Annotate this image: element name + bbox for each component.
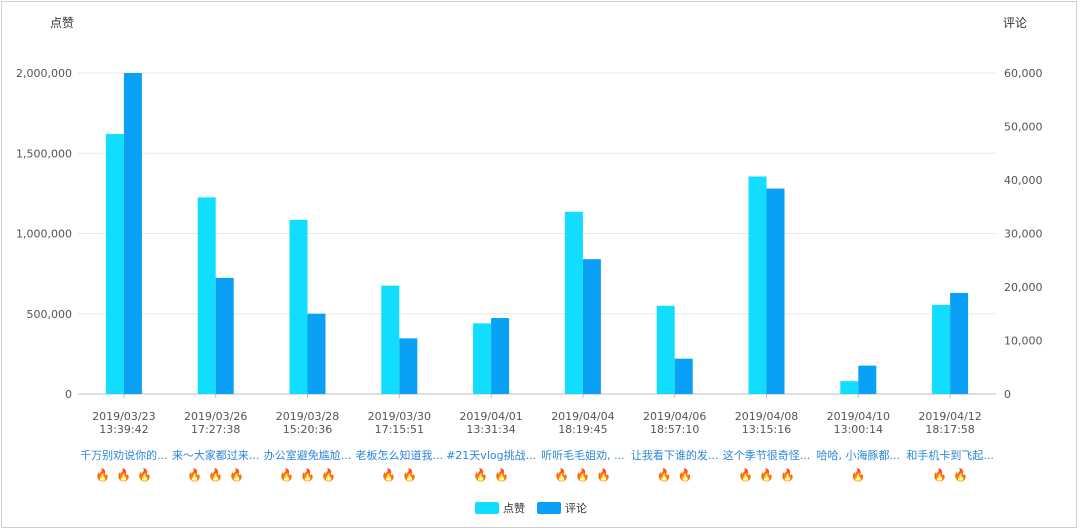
- flame-icon: 🔥: [780, 468, 795, 482]
- flame-icon: 🔥: [95, 468, 110, 482]
- x-tick-date: 2019/04/01: [459, 410, 522, 423]
- flame-icon: 🔥: [116, 468, 131, 482]
- y-right-tick-label: 50,000: [1004, 121, 1043, 134]
- video-title-link[interactable]: 和手机卡到飞起...: [906, 448, 994, 462]
- x-tick-time: 13:15:16: [742, 423, 791, 436]
- video-title-link[interactable]: 哈哈, 小海豚都...: [817, 448, 900, 462]
- x-tick-time: 13:00:14: [834, 423, 883, 436]
- flame-icon: 🔥: [738, 468, 753, 482]
- bar-comments[interactable]: [307, 313, 326, 394]
- x-tick-date: 2019/03/28: [276, 410, 339, 423]
- x-tick-date: 2019/04/06: [643, 410, 706, 423]
- flame-icon: 🔥: [596, 468, 611, 482]
- y-left-tick-label: 1,000,000: [16, 228, 72, 241]
- flame-icon: 🔥: [678, 468, 693, 482]
- y-axis-right-title: 评论: [1003, 16, 1027, 30]
- legend-swatch-comments[interactable]: [537, 502, 561, 514]
- y-left-tick-label: 1,500,000: [16, 147, 72, 160]
- y-left-tick-label: 2,000,000: [16, 67, 72, 80]
- flame-icon: 🔥: [759, 468, 774, 482]
- y-right-tick-label: 10,000: [1004, 335, 1043, 348]
- x-tick-time: 13:31:34: [466, 423, 515, 436]
- flame-icon: 🔥: [554, 468, 569, 482]
- video-title-link[interactable]: 听听毛毛姐劝, ...: [541, 448, 624, 462]
- flame-icon: 🔥: [321, 468, 336, 482]
- flame-icon: 🔥: [381, 468, 396, 482]
- video-title-link[interactable]: #21天vlog挑战...: [446, 448, 536, 462]
- x-tick-time: 17:27:38: [191, 423, 240, 436]
- bar-likes[interactable]: [381, 285, 400, 394]
- y-left-tick-label: 500,000: [27, 308, 73, 321]
- flame-icon: 🔥: [473, 468, 488, 482]
- x-tick-date: 2019/03/23: [92, 410, 155, 423]
- legend-label-likes: 点赞: [503, 502, 525, 515]
- legend-swatch-likes[interactable]: [475, 502, 499, 514]
- flame-icon: 🔥: [137, 468, 152, 482]
- x-tick-date: 2019/03/30: [368, 410, 431, 423]
- video-title-link[interactable]: 千万别劝说你的...: [80, 448, 168, 462]
- y-left-tick-label: 0: [65, 388, 72, 401]
- x-tick-date: 2019/04/10: [827, 410, 890, 423]
- bar-comments[interactable]: [491, 318, 510, 394]
- x-tick-date: 2019/04/12: [918, 410, 981, 423]
- bar-likes[interactable]: [289, 219, 308, 394]
- video-title-link[interactable]: 来～大家都过来...: [172, 448, 260, 462]
- video-title-link[interactable]: 老板怎么知道我...: [356, 448, 444, 462]
- bar-comments[interactable]: [858, 365, 877, 394]
- bar-likes[interactable]: [656, 305, 675, 394]
- flame-icon: 🔥: [208, 468, 223, 482]
- bar-comments[interactable]: [399, 338, 418, 394]
- flame-icon: 🔥: [494, 468, 509, 482]
- flame-icon: 🔥: [279, 468, 294, 482]
- x-tick-time: 17:15:51: [375, 423, 424, 436]
- flame-icon: 🔥: [575, 468, 590, 482]
- x-tick-date: 2019/04/08: [735, 410, 798, 423]
- legend-label-comments: 评论: [565, 501, 587, 515]
- bar-likes[interactable]: [840, 381, 859, 394]
- x-tick-time: 15:20:36: [283, 423, 332, 436]
- bar-likes[interactable]: [564, 211, 583, 394]
- y-right-tick-label: 20,000: [1004, 281, 1043, 294]
- bar-comments[interactable]: [950, 292, 969, 394]
- flame-icon: 🔥: [851, 468, 866, 482]
- bar-comments[interactable]: [123, 73, 142, 394]
- x-tick-time: 13:39:42: [99, 423, 148, 436]
- bar-comments[interactable]: [766, 188, 785, 394]
- video-title-link[interactable]: 办公室避免尴尬...: [264, 448, 352, 462]
- bar-likes[interactable]: [473, 323, 492, 394]
- bar-comments[interactable]: [674, 358, 693, 394]
- flame-icon: 🔥: [187, 468, 202, 482]
- bar-likes[interactable]: [932, 304, 951, 394]
- x-tick-date: 2019/04/04: [551, 410, 614, 423]
- video-title-link[interactable]: 这个季节很奇怪...: [723, 448, 811, 462]
- bar-likes[interactable]: [197, 197, 216, 394]
- y-right-tick-label: 60,000: [1004, 67, 1043, 80]
- bar-likes[interactable]: [748, 176, 767, 394]
- y-right-tick-label: 30,000: [1004, 228, 1043, 241]
- flame-icon: 🔥: [402, 468, 417, 482]
- flame-icon: 🔥: [229, 468, 244, 482]
- flame-icon: 🔥: [657, 468, 672, 482]
- x-tick-time: 18:17:58: [925, 423, 974, 436]
- bar-comments[interactable]: [215, 277, 234, 394]
- bar-likes[interactable]: [105, 133, 124, 395]
- x-tick-time: 18:19:45: [558, 423, 607, 436]
- x-tick-time: 18:57:10: [650, 423, 699, 436]
- x-tick-date: 2019/03/26: [184, 410, 247, 423]
- bar-comments[interactable]: [582, 259, 601, 394]
- y-axis-left-title: 点赞: [50, 16, 74, 30]
- video-title-link[interactable]: 让我看下谁的发...: [631, 448, 719, 462]
- flame-icon: 🔥: [300, 468, 315, 482]
- flame-icon: 🔥: [932, 468, 947, 482]
- y-right-tick-label: 40,000: [1004, 174, 1043, 187]
- y-right-tick-label: 0: [1004, 388, 1011, 401]
- flame-icon: 🔥: [953, 468, 968, 482]
